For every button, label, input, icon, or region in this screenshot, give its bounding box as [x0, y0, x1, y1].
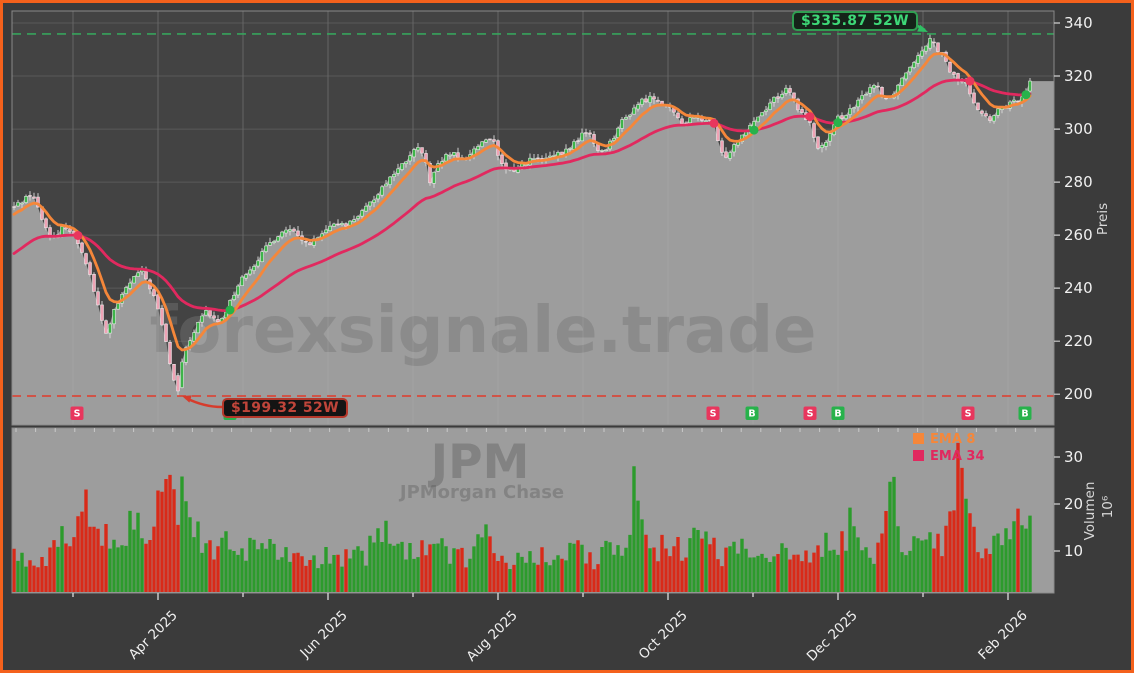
buy-signal-dot: [225, 305, 235, 315]
legend-swatch: [913, 433, 924, 444]
volume-axis-unit: 10⁶: [1100, 496, 1116, 519]
company-watermark: JPMorgan Chase: [398, 482, 564, 503]
buy-signal-dot: [1021, 90, 1031, 100]
price-tick-label: 200: [1064, 385, 1093, 403]
low-52w-label: $199.32 52W: [222, 398, 348, 418]
x-axis-ticks: [72, 593, 1009, 600]
legend-swatch: [913, 450, 924, 461]
high-52w-label: $335.87 52W: [792, 11, 918, 31]
weekly-ticks: [15, 428, 1036, 432]
sell-signal-dot: [805, 112, 815, 122]
legend-label[interactable]: EMA 34: [930, 449, 985, 464]
volume-tick-label: 20: [1064, 495, 1083, 513]
buy-marker: [1018, 406, 1032, 420]
sell-marker: [706, 406, 720, 420]
x-tick-label: Aug 2025: [464, 608, 521, 665]
buy-marker: [745, 406, 759, 420]
signal-letter: B: [1021, 409, 1028, 420]
x-tick-label: Feb 2026: [975, 608, 1031, 664]
low-arrow-head: [182, 395, 192, 403]
volume-axis-title: Volumen: [1082, 482, 1098, 541]
signal-letter: S: [74, 409, 81, 420]
signal-letter: B: [834, 409, 841, 420]
buy-signal-dot: [833, 118, 843, 128]
price-tick-label: 320: [1064, 67, 1093, 85]
signal-letter: S: [807, 409, 814, 420]
volume-bars-up: [16, 466, 1032, 592]
volume-panel-spine: [11, 427, 1055, 594]
signal-letter: S: [965, 409, 972, 420]
x-tick-label: Jun 2025: [297, 608, 351, 662]
price-panel-spine: [11, 10, 1055, 426]
ema8-line: [12, 52, 1032, 352]
price-axis-title: Preis: [1095, 203, 1111, 235]
series-layer: [12, 11, 1032, 592]
sell-marker: [70, 406, 84, 420]
legend-label[interactable]: EMA 8: [930, 432, 975, 447]
price-tick-label: 260: [1064, 226, 1093, 244]
signal-letter: S: [710, 409, 717, 420]
volume-tick-label: 30: [1064, 448, 1083, 466]
gridlines-overlay: [72, 11, 1009, 425]
buy-marker: [831, 406, 845, 420]
x-tick-label: Oct 2025: [636, 608, 691, 663]
price-tick-label: 280: [1064, 173, 1093, 191]
price-tick-label: 240: [1064, 279, 1093, 297]
ema34-line: [12, 78, 1032, 312]
site-watermark: forexsignale.trade: [150, 294, 817, 368]
price-tick-label: 220: [1064, 332, 1093, 350]
high-arrow-head: [917, 24, 928, 32]
sell-marker: [803, 406, 817, 420]
symbol-watermark: JPM: [428, 435, 530, 490]
volume-tick-label: 10: [1064, 542, 1083, 560]
buy-signal-dot: [749, 125, 759, 135]
right-axis-ticks: [1054, 22, 1060, 552]
price-tick-label: 300: [1064, 120, 1093, 138]
sell-signal-dot: [73, 231, 83, 240]
x-tick-label: Dec 2025: [804, 608, 861, 665]
sell-signal-dot: [709, 118, 719, 128]
sell-marker: [961, 406, 975, 420]
price-area-fill: [12, 38, 1054, 426]
signal-letter: B: [748, 409, 755, 420]
price-tick-label: 340: [1064, 14, 1093, 32]
x-tick-label: Apr 2025: [126, 608, 181, 663]
sell-signal-dot: [965, 76, 975, 86]
